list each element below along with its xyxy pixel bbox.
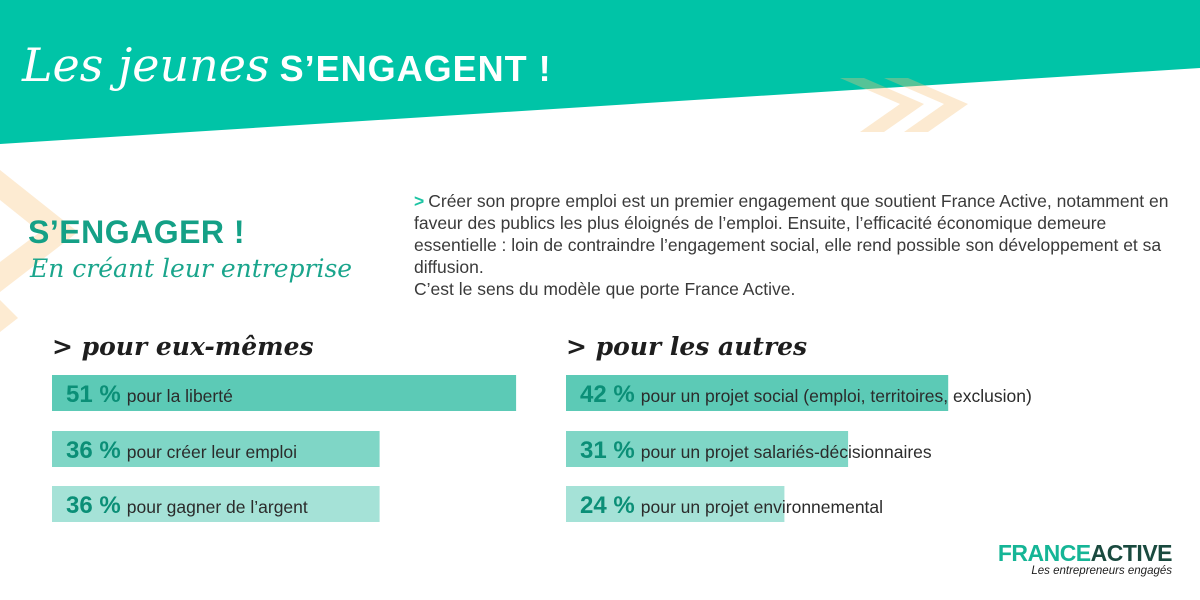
chevron-right-decor-icon xyxy=(840,78,924,132)
chevron-right-decor-icon xyxy=(0,170,78,292)
category-label: pour créer leur emploi xyxy=(127,442,297,462)
value-label: 36 % xyxy=(66,437,121,464)
logo-tagline: Les entrepreneurs engagés xyxy=(1031,565,1172,577)
value-label: 42 % xyxy=(580,381,635,408)
bar-left-2 xyxy=(52,431,380,467)
value-label: 36 % xyxy=(66,492,121,519)
category-label: pour un projet social (emploi, territoir… xyxy=(641,386,1032,406)
bar-right-2 xyxy=(566,431,849,467)
chevron-right-decor-icon xyxy=(884,78,968,132)
bar-right-1 xyxy=(566,375,949,411)
france-active-logo: FRANCEACTIVE Les entrepreneurs engagés xyxy=(997,540,1173,577)
intro-text-closing: C’est le sens du modèle que porte France… xyxy=(414,279,796,299)
category-label: pour un projet environnemental xyxy=(641,497,883,517)
value-label: 24 % xyxy=(580,492,635,519)
chart-title-left: > pour eux-mêmes xyxy=(52,332,314,361)
value-label: 51 % xyxy=(66,381,121,408)
title-italic: Les jeunes xyxy=(22,38,270,92)
page-title: Les jeunes S’ENGAGENT ! xyxy=(22,36,552,97)
category-label: pour un projet salariés-décisionnaires xyxy=(641,442,932,462)
value-label: 31 % xyxy=(580,437,635,464)
section-tagline: En créant leur entreprise xyxy=(30,254,353,283)
bar-left-3 xyxy=(52,486,380,522)
intro-paragraph: > Créer son propre emploi est un premier … xyxy=(414,190,1184,300)
title-bold: S’ENGAGENT ! xyxy=(279,48,552,89)
category-label: pour la liberté xyxy=(127,386,233,406)
section-heading: S’ENGAGER ! xyxy=(28,214,246,250)
chart-pour-eux-memes: 51 % pour la liberté 36 % pour créer leur e… xyxy=(52,375,517,522)
logo-part-france: FRANCE xyxy=(997,540,1091,566)
bar-right-3 xyxy=(566,486,785,522)
chart-title-right: > pour les autres xyxy=(566,332,808,361)
arrow-marker-icon: > xyxy=(414,191,425,211)
chevron-right-decor-icon xyxy=(0,300,18,332)
bar-left-1 xyxy=(52,375,517,411)
header-banner xyxy=(0,0,1200,144)
category-label: pour gagner de l’argent xyxy=(127,497,308,517)
logo-part-active: ACTIVE xyxy=(1090,540,1173,566)
intro-text: Créer son propre emploi est un premier e… xyxy=(414,191,1169,277)
